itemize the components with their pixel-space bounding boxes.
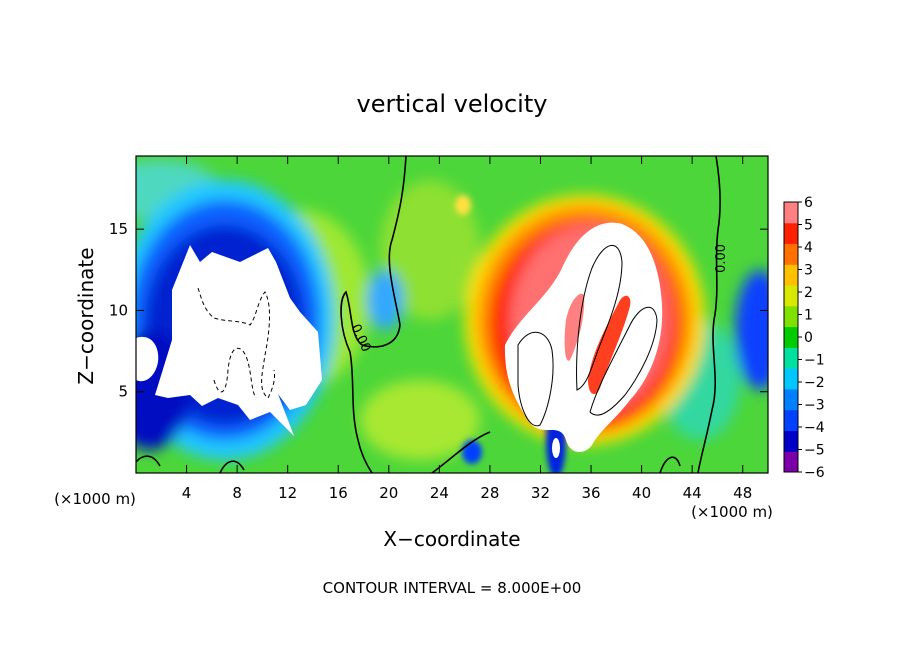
y-tick-label: 15 bbox=[109, 220, 128, 238]
updraft-core-saturated bbox=[504, 222, 663, 452]
plot-frame bbox=[135, 155, 769, 474]
colorbar-swatch bbox=[784, 409, 798, 431]
velocity-field bbox=[136, 156, 768, 473]
downdraft-core-saturated bbox=[552, 438, 560, 458]
colorbar-tick-label: −6 bbox=[804, 465, 825, 481]
x-unit-left: (×1000 m) bbox=[54, 490, 136, 508]
colorbar-swatch bbox=[784, 202, 798, 224]
x-tick-label: 44 bbox=[683, 484, 702, 502]
x-tick-label: 40 bbox=[632, 484, 651, 502]
colorbar-tick-label: 1 bbox=[804, 308, 813, 324]
colorbar-tick-label: −2 bbox=[804, 375, 825, 391]
positive-contour bbox=[576, 244, 623, 391]
chart-title: vertical velocity bbox=[357, 90, 548, 118]
y-tick-label: 10 bbox=[109, 301, 128, 319]
colorbar-swatch bbox=[784, 347, 798, 369]
y-axis-label: Z−coordinate bbox=[74, 247, 98, 384]
contour-label: 0.00 bbox=[714, 244, 729, 273]
colorbar-swatch bbox=[784, 243, 798, 265]
zero-contour bbox=[136, 455, 161, 467]
zero-contour bbox=[340, 156, 407, 473]
colorbar-swatch bbox=[784, 326, 798, 348]
x-tick-label: 12 bbox=[278, 484, 297, 502]
colorbar-swatch bbox=[784, 388, 798, 411]
updraft-band bbox=[588, 295, 631, 395]
colorbar-swatch bbox=[784, 451, 798, 473]
colorbar-swatch bbox=[784, 305, 798, 328]
colorbar-tick-label: 2 bbox=[804, 285, 813, 301]
downdraft-core bbox=[462, 440, 482, 464]
downdraft-core-saturated bbox=[155, 245, 322, 436]
colorbar-tick-label: 3 bbox=[804, 263, 813, 279]
x-tick-label: 48 bbox=[733, 484, 752, 502]
colorbar-swatch bbox=[784, 430, 798, 452]
positive-contour bbox=[589, 307, 658, 416]
colorbar-tick-label: 6 bbox=[804, 195, 813, 211]
colorbar-tick-label: −4 bbox=[804, 420, 825, 436]
zero-contour bbox=[697, 156, 721, 473]
colorbar-swatch bbox=[784, 222, 798, 245]
weak-downdraft-patch bbox=[367, 270, 403, 330]
y-axis-ticks: 5 10 15 bbox=[109, 220, 768, 401]
y-tick-label: 5 bbox=[118, 383, 128, 401]
x-tick-label: 16 bbox=[329, 484, 348, 502]
colorbar-tick-label: −1 bbox=[804, 353, 825, 369]
colorbar-swatch bbox=[784, 368, 798, 390]
colorbar-swatch bbox=[784, 285, 798, 307]
x-axis-ticks: 4 8 12 16 20 24 28 32 36 40 44 48 bbox=[182, 156, 752, 502]
downdraft-core-saturated bbox=[136, 336, 159, 382]
colorbar: 6 5 4 3 2 1 0 −1 −2 −3 −4 −5 −6 bbox=[783, 195, 825, 481]
negative-contour bbox=[213, 347, 257, 399]
x-tick-label: 28 bbox=[480, 484, 499, 502]
updraft-band bbox=[564, 293, 585, 361]
x-tick-label: 32 bbox=[531, 484, 550, 502]
contour-interval-note: CONTOUR INTERVAL = 8.000E+00 bbox=[323, 579, 582, 597]
updraft-spot bbox=[455, 195, 471, 215]
weak-updraft-patch bbox=[380, 180, 480, 320]
zero-contour bbox=[219, 460, 245, 473]
x-axis-label: X−coordinate bbox=[383, 527, 520, 551]
positive-contour bbox=[517, 332, 554, 427]
colorbar-tick-label: 0 bbox=[804, 330, 813, 346]
zero-contour bbox=[659, 456, 681, 473]
x-tick-label: 36 bbox=[581, 484, 600, 502]
zero-contour bbox=[431, 431, 491, 473]
weak-updraft-patch bbox=[360, 380, 480, 460]
x-tick-label: 8 bbox=[232, 484, 242, 502]
x-tick-label: 4 bbox=[182, 484, 192, 502]
colorbar-tick-label: 4 bbox=[804, 240, 813, 256]
colorbar-tick-label: −5 bbox=[804, 443, 825, 459]
negative-contour bbox=[197, 287, 275, 399]
colorbar-tick-label: −3 bbox=[804, 398, 825, 414]
colorbar-swatch bbox=[784, 264, 798, 286]
colorbar-tick-label: 5 bbox=[804, 218, 813, 234]
x-tick-label: 24 bbox=[430, 484, 449, 502]
contour-lines bbox=[136, 156, 721, 473]
x-tick-label: 20 bbox=[379, 484, 398, 502]
x-unit-right: (×1000 m) bbox=[691, 503, 773, 521]
edge-downdraft bbox=[735, 270, 768, 390]
